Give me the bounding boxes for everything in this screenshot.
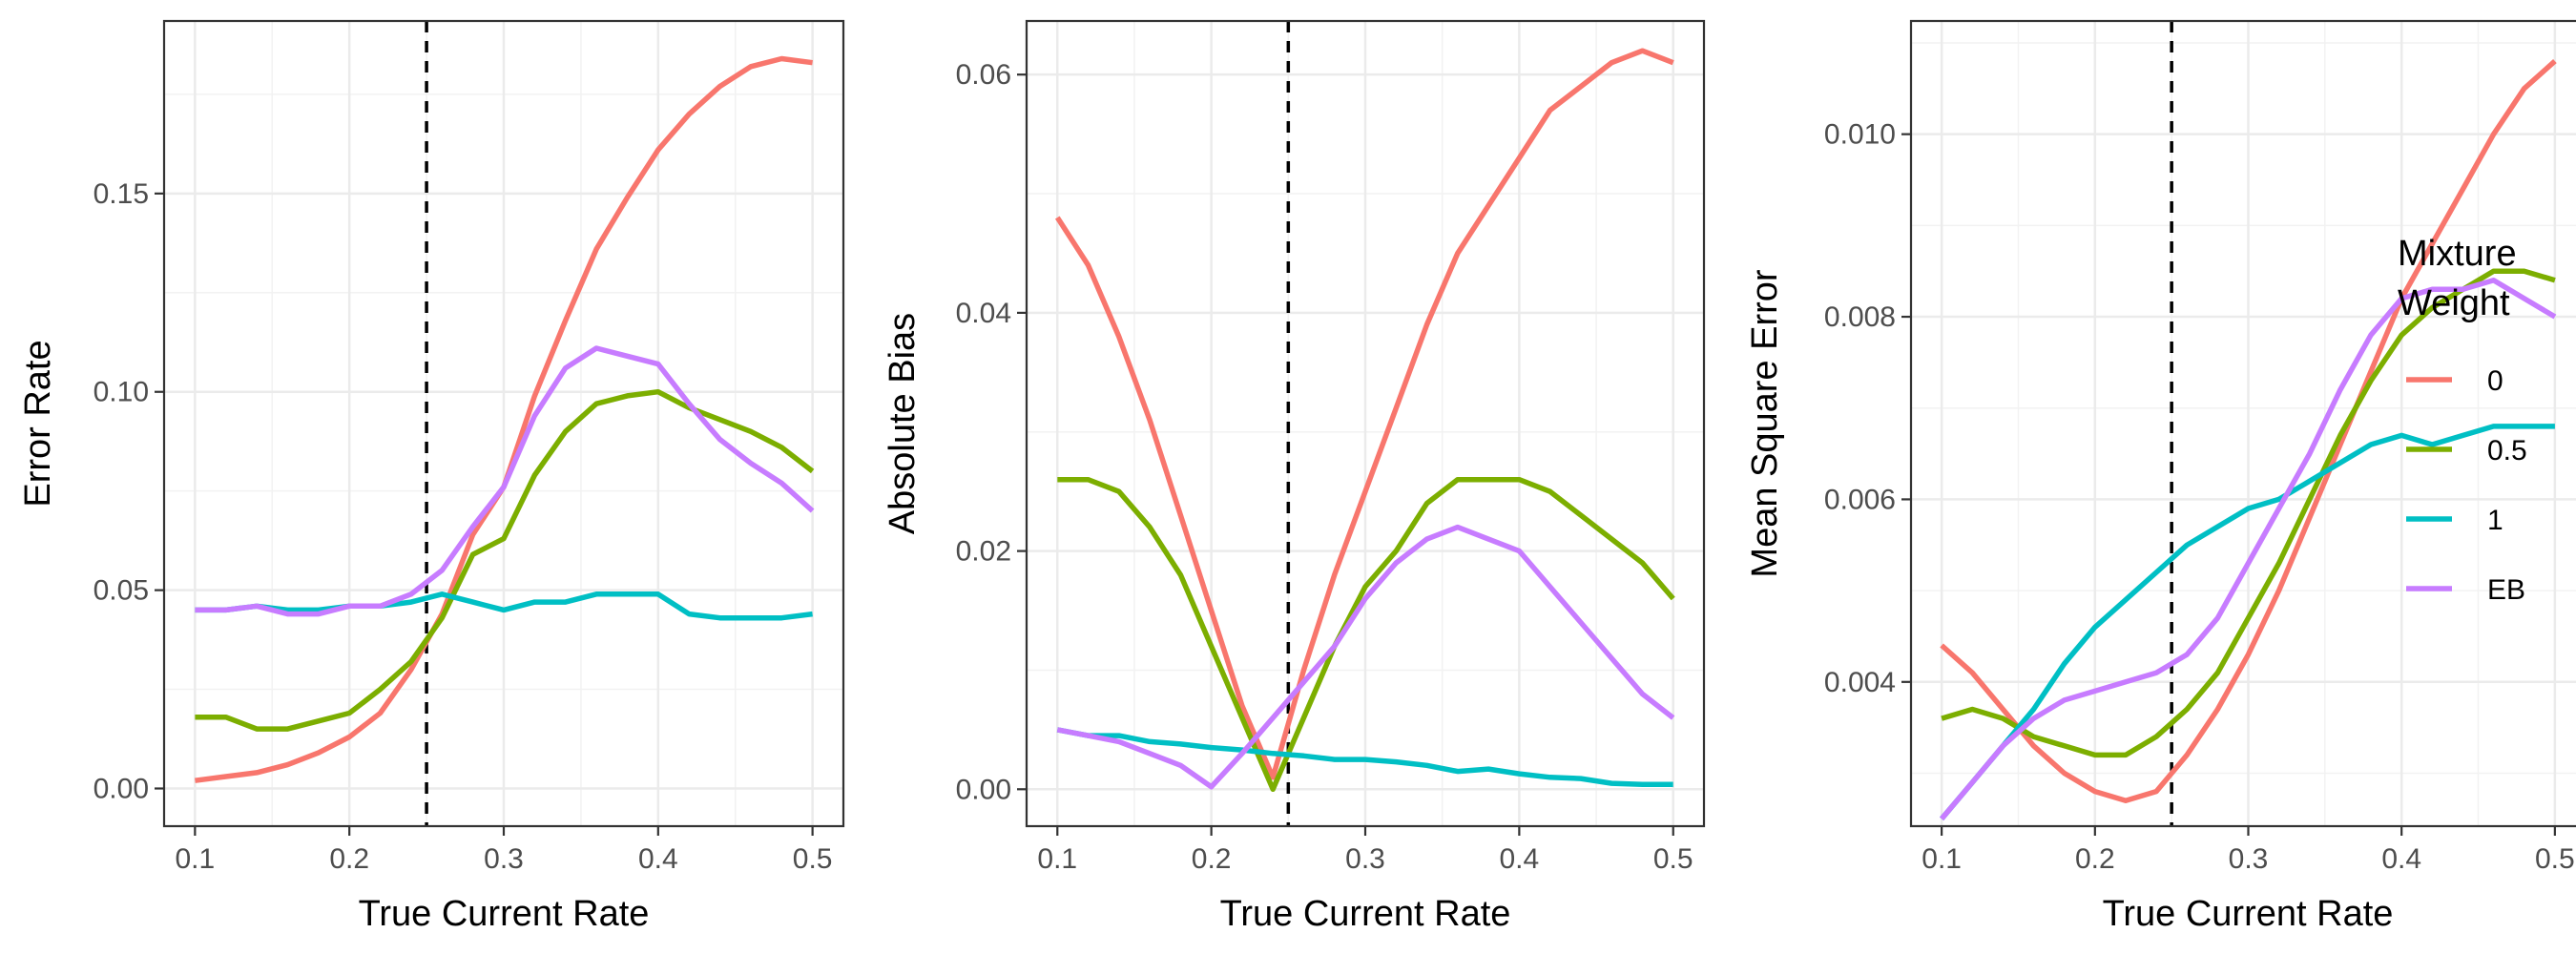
y-tick-label: 0.00 — [956, 774, 1011, 805]
y-tick-label: 0.00 — [93, 774, 149, 805]
panel-error-rate-grid — [164, 21, 843, 826]
panel-mean-square-error-y-title: Mean Square Error — [1745, 269, 1785, 577]
panel-absolute-bias-series — [1054, 48, 1675, 793]
panel-error-rate-x-title: True Current Rate — [359, 894, 650, 934]
panel-error-rate-x-axis: 0.1 0.2 0.3 0.4 0.5 — [176, 826, 833, 875]
panel-mean-square-error-series — [1939, 59, 2557, 821]
y-tick-label: 0.004 — [1824, 667, 1896, 698]
legend: Mixture Weight 0 0.5 1 EB — [2398, 234, 2527, 606]
series-line-eb — [1056, 524, 1675, 790]
x-tick-label: 0.4 — [2381, 843, 2421, 875]
y-tick-label: 0.06 — [956, 59, 1011, 91]
series-line-0-5 — [195, 388, 815, 732]
series-line-0 — [1940, 59, 2557, 803]
y-tick-label: 0.010 — [1824, 119, 1896, 151]
y-tick-label: 0.04 — [956, 298, 1011, 329]
x-tick-label: 0.2 — [329, 843, 369, 875]
panel-mean-square-error-x-title: True Current Rate — [2103, 894, 2394, 934]
panel-absolute-bias-y-title: Absolute Bias — [883, 313, 923, 534]
x-tick-label: 0.5 — [1653, 843, 1693, 875]
x-tick-label: 0.1 — [176, 843, 216, 875]
panel-absolute-bias-y-axis: 0.00 0.02 0.04 0.06 — [956, 59, 1027, 805]
x-tick-label: 0.5 — [2535, 843, 2575, 875]
series-line-0-5 — [1057, 476, 1675, 793]
legend-label: 0.5 — [2487, 435, 2527, 467]
panel-error-rate: 0.1 0.2 0.3 0.4 0.5 0.00 0.05 0.10 0.15 True Cu… — [18, 19, 845, 934]
x-tick-label: 0.3 — [2229, 843, 2269, 875]
panel-mean-square-error-background — [1911, 21, 2576, 826]
panel-error-rate-series — [195, 55, 815, 783]
panel-error-rate-y-title: Error Rate — [18, 340, 58, 507]
panel-mean-square-error-y-axis: 0.004 0.006 0.008 0.010 — [1824, 119, 1911, 698]
x-tick-label: 0.4 — [638, 843, 678, 875]
x-tick-label: 0.5 — [793, 843, 833, 875]
series-line-0 — [1054, 48, 1674, 780]
panel-absolute-bias: 0.1 0.2 0.3 0.4 0.5 0.00 0.02 0.04 0.06 True Cu… — [883, 19, 1706, 934]
x-tick-label: 0.1 — [1037, 843, 1077, 875]
y-tick-label: 0.02 — [956, 536, 1011, 568]
series-line-1 — [1056, 727, 1673, 788]
panel-mean-square-error-grid — [1911, 21, 2576, 826]
x-tick-label: 0.4 — [1500, 843, 1540, 875]
legend-label: 0 — [2487, 365, 2503, 397]
y-tick-label: 0.008 — [1824, 301, 1896, 333]
y-tick-label: 0.10 — [93, 377, 149, 408]
y-tick-label: 0.006 — [1824, 484, 1896, 515]
x-tick-label: 0.2 — [2075, 843, 2115, 875]
legend-label: 1 — [2487, 505, 2503, 536]
legend-title-line1: Mixture — [2398, 234, 2517, 274]
panel-absolute-bias-x-title: True Current Rate — [1220, 894, 1511, 934]
series-line-eb — [195, 345, 815, 617]
panel-mean-square-error: 0.1 0.2 0.3 0.4 0.5 0.004 0.006 0.008 0.010 Tru… — [1745, 19, 2576, 934]
x-tick-label: 0.2 — [1192, 843, 1232, 875]
panel-absolute-bias-grid — [1027, 21, 1704, 826]
series-line-1 — [195, 591, 813, 621]
x-tick-label: 0.1 — [1922, 843, 1962, 875]
series-line-eb — [1939, 278, 2557, 821]
x-tick-label: 0.3 — [1345, 843, 1385, 875]
series-line-1 — [1939, 424, 2555, 821]
panel-error-rate-y-axis: 0.00 0.05 0.10 0.15 — [93, 178, 164, 805]
legend-title-line2: Weight — [2398, 283, 2510, 323]
legend-items: 0 0.5 1 EB — [2406, 365, 2527, 606]
legend-label: EB — [2487, 574, 2525, 606]
y-tick-label: 0.15 — [93, 178, 149, 210]
y-tick-label: 0.05 — [93, 575, 149, 607]
panel-absolute-bias-x-axis: 0.1 0.2 0.3 0.4 0.5 — [1037, 826, 1693, 875]
x-tick-label: 0.3 — [484, 843, 524, 875]
panel-mean-square-error-x-axis: 0.1 0.2 0.3 0.4 0.5 — [1922, 826, 2575, 875]
series-line-0-5 — [1941, 268, 2556, 758]
